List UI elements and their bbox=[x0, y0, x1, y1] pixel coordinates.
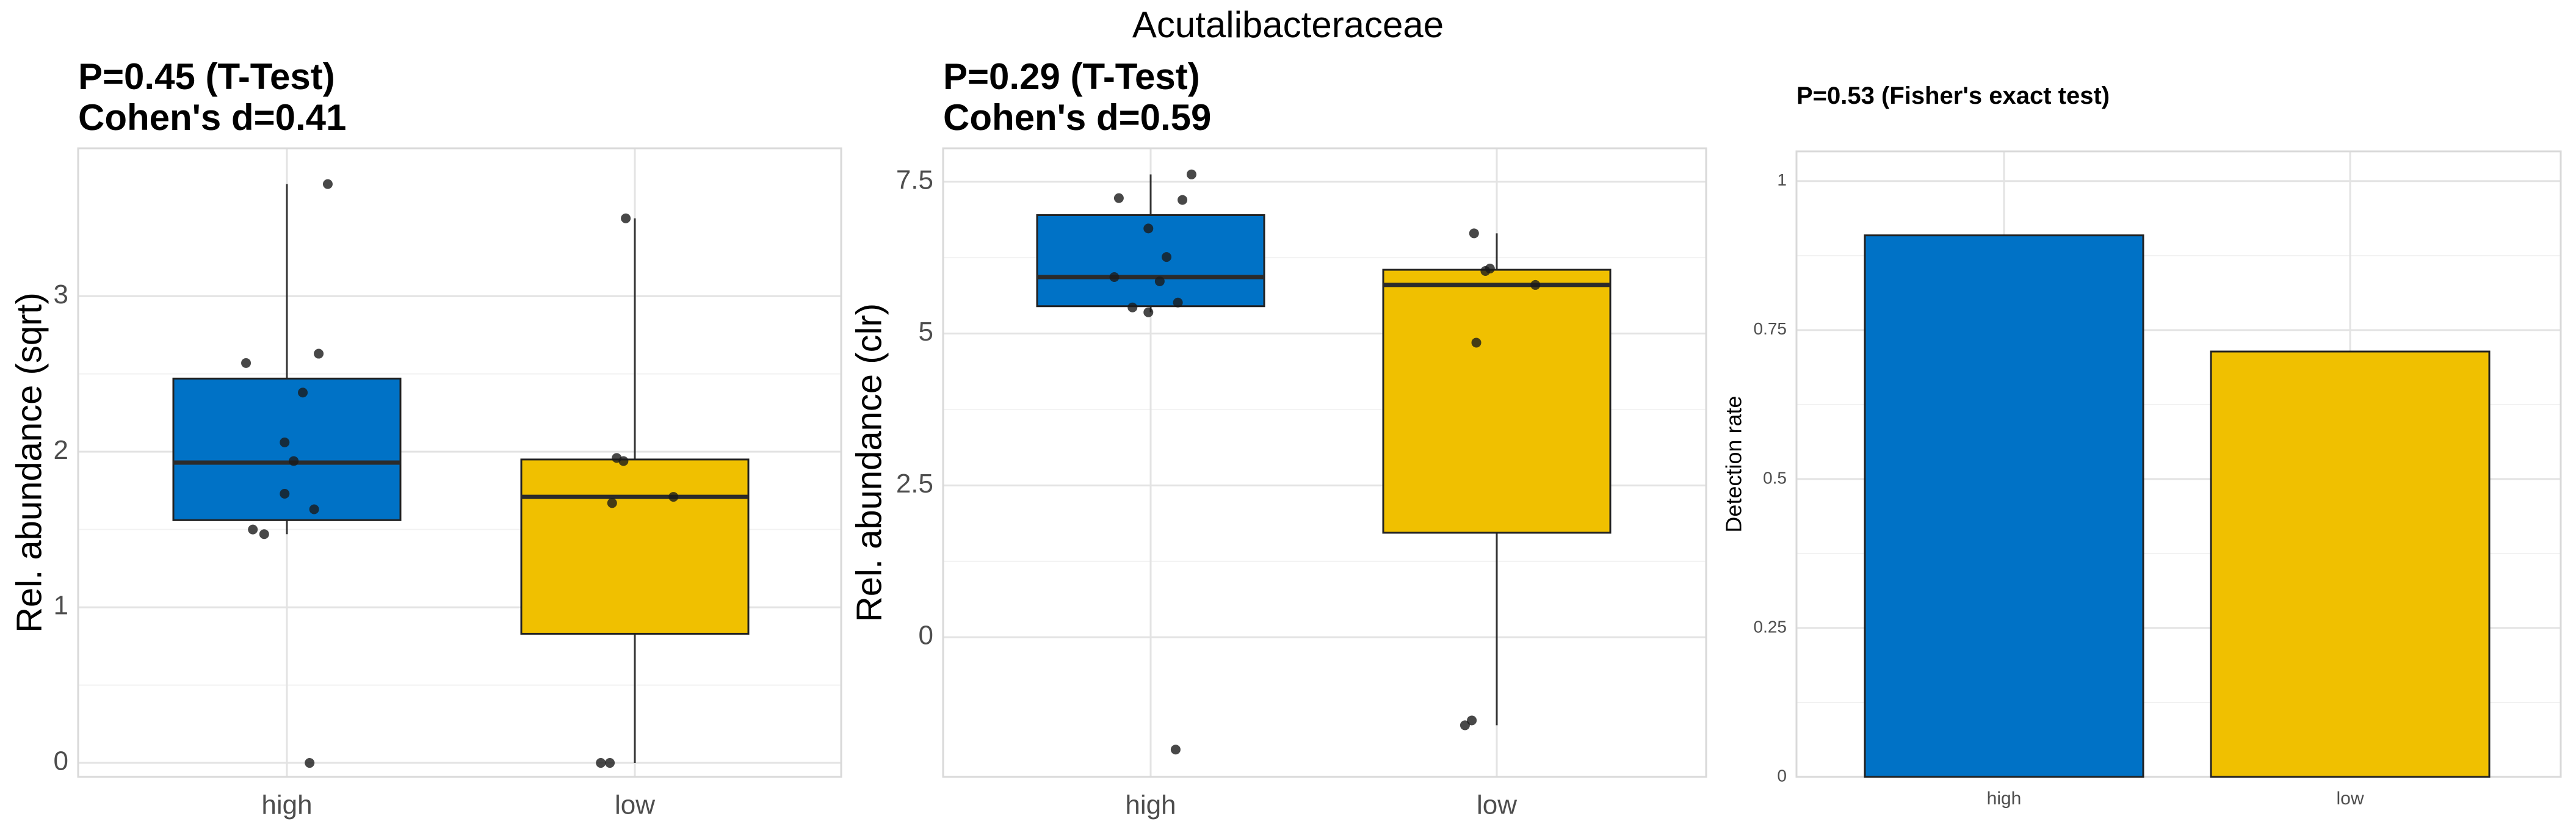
y-tick-label: 2 bbox=[54, 435, 68, 465]
y-tick-label: 0.5 bbox=[1763, 468, 1787, 487]
y-tick-label: 2.5 bbox=[896, 469, 933, 499]
bar-high bbox=[1864, 234, 2144, 778]
y-tick-label: 0.25 bbox=[1754, 617, 1787, 636]
data-point-high bbox=[1127, 302, 1138, 312]
data-point-high bbox=[280, 488, 290, 499]
data-point-high bbox=[1186, 169, 1196, 179]
y-tick-label: 0 bbox=[54, 746, 68, 776]
data-point-high bbox=[1109, 272, 1120, 282]
data-point-low bbox=[605, 758, 615, 768]
data-point-low bbox=[618, 456, 629, 466]
y-tick-label: 1 bbox=[1777, 170, 1787, 189]
data-point-high bbox=[1113, 193, 1124, 203]
data-point-low bbox=[1467, 715, 1477, 726]
data-point-low bbox=[1460, 720, 1470, 731]
y-tick-label: 0 bbox=[919, 621, 933, 651]
data-point-high bbox=[1170, 745, 1181, 755]
panel2-title-pvalue: P=0.29 (T-Test) bbox=[943, 56, 1200, 97]
data-point-low bbox=[1530, 280, 1541, 290]
data-point-low bbox=[1469, 228, 1479, 239]
data-point-high bbox=[314, 348, 324, 359]
data-point-high bbox=[1143, 223, 1154, 234]
panel2-title: P=0.29 (T-Test) Cohen's d=0.59 bbox=[943, 56, 1211, 138]
y-tick-label: 0 bbox=[1777, 766, 1787, 785]
panel-border bbox=[942, 147, 1707, 778]
data-point-high bbox=[309, 504, 319, 514]
data-point-high bbox=[248, 524, 258, 535]
data-point-high bbox=[1143, 307, 1154, 317]
data-point-high bbox=[1162, 252, 1172, 262]
y-tick-label: 7.5 bbox=[896, 165, 933, 195]
panel-border bbox=[1795, 150, 2562, 778]
data-point-high bbox=[241, 358, 251, 368]
panel1-title-pvalue: P=0.45 (T-Test) bbox=[78, 56, 335, 97]
x-tick-label-low: low bbox=[1477, 790, 1517, 820]
panel3-title-pvalue: P=0.53 (Fisher's exact test) bbox=[1796, 82, 2110, 109]
y-axis-label: Detection rate bbox=[1721, 395, 1746, 532]
y-axis-label: Rel. abundance (clr) bbox=[849, 303, 889, 622]
data-point-high bbox=[322, 179, 333, 189]
data-point-low bbox=[596, 758, 606, 768]
data-point-low bbox=[1485, 264, 1495, 274]
data-point-high bbox=[298, 388, 308, 398]
data-point-low bbox=[621, 213, 631, 223]
x-tick-label-high: high bbox=[261, 790, 312, 820]
panel1-title-effect: Cohen's d=0.41 bbox=[78, 97, 347, 139]
data-point-high bbox=[289, 456, 299, 466]
x-tick-label-high: high bbox=[1987, 789, 2022, 809]
data-point-high bbox=[1178, 195, 1188, 205]
data-point-high bbox=[305, 758, 315, 768]
panel1-title: P=0.45 (T-Test) Cohen's d=0.41 bbox=[78, 56, 346, 138]
data-point-low bbox=[1471, 337, 1482, 348]
data-point-low bbox=[668, 492, 679, 502]
y-tick-label: 1 bbox=[54, 591, 68, 621]
panel3-title: P=0.53 (Fisher's exact test) bbox=[1796, 82, 2110, 110]
y-tick-label: 0.75 bbox=[1754, 319, 1787, 338]
y-tick-label: 5 bbox=[919, 317, 933, 347]
panel2-title-effect: Cohen's d=0.59 bbox=[943, 97, 1212, 139]
bar-low bbox=[2210, 350, 2491, 778]
y-tick-label: 3 bbox=[54, 280, 68, 309]
box-low bbox=[1382, 269, 1612, 534]
panel-3: 0 0.25 0.5 0.75 1 Detection rate high low bbox=[1721, 150, 2562, 809]
panel-border bbox=[77, 147, 842, 778]
data-point-high bbox=[1173, 297, 1183, 308]
x-tick-label-high: high bbox=[1125, 790, 1176, 820]
box-high bbox=[172, 377, 402, 521]
data-point-high bbox=[259, 529, 269, 540]
x-tick-label-low: low bbox=[615, 790, 655, 820]
box-low bbox=[520, 458, 750, 635]
data-point-low bbox=[607, 498, 617, 508]
y-axis-label: Rel. abundance (sqrt) bbox=[9, 292, 49, 633]
panel-2: 0 2.5 5 7.5 Rel. abundance (clr) high low bbox=[849, 147, 1707, 820]
x-tick-label-low: low bbox=[2336, 789, 2364, 809]
data-point-high bbox=[280, 437, 290, 447]
figure-title: Acutalibacteraceae bbox=[1132, 4, 1444, 45]
data-point-high bbox=[1154, 276, 1165, 286]
